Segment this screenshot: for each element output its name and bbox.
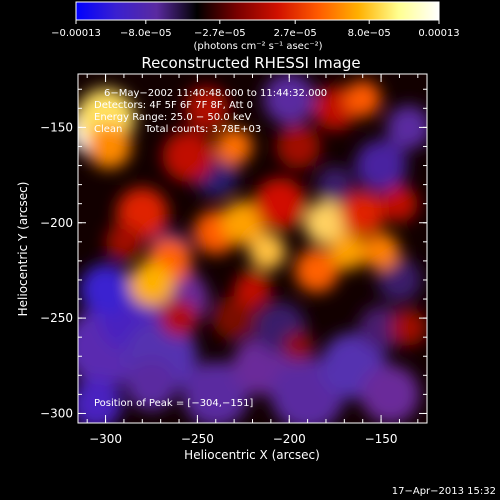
heatmap-blob: [283, 332, 314, 362]
heatmap-blob: [263, 74, 315, 125]
y-axis-ticks: −150 −200 −250 −300: [40, 88, 427, 420]
annotation-method: Clean: [94, 124, 122, 135]
heatmap-blob: [359, 305, 404, 350]
x-tick-label: −150: [365, 432, 398, 446]
colorbar-tick-label: 0.00013: [418, 28, 459, 39]
chart-title: Reconstructed RHESSI Image: [141, 54, 360, 72]
heatmap-blob: [360, 365, 420, 423]
x-tick-label: −250: [181, 432, 214, 446]
heatmap-blob: [381, 185, 418, 223]
colorbar-ticks: −0.00013 −8.0e−05 −2.7e−05 2.7e−05 8.0e−05 0.…: [51, 20, 460, 39]
heatmap-blob: [377, 257, 422, 303]
y-tick-label: −250: [40, 311, 73, 325]
heatmap-blob: [390, 309, 427, 347]
annotation-time-range: 6−May−2002 11:40:48.000 to 11:44:32.000: [104, 88, 327, 99]
heatmap-image: [78, 74, 427, 423]
heatmap-blob: [221, 200, 266, 245]
annotation-total-counts: Total counts: 3.78E+03: [144, 124, 261, 135]
heatmap-blob: [254, 177, 306, 230]
x-axis-label: Heliocentric X (arcsec): [184, 448, 320, 462]
colorbar-tick-label: −0.00013: [51, 28, 101, 39]
y-tick-label: −150: [40, 120, 73, 134]
heatmap-blob: [303, 200, 349, 245]
heatmap-blob: [234, 271, 271, 308]
colorbar-unit-label: (photons cm⁻² s⁻¹ asec⁻²): [193, 41, 322, 52]
heatmap-blob: [87, 124, 132, 169]
annotation-energy: Energy Range: 25.0 − 50.0 keV: [94, 112, 251, 123]
heatmap-blob: [316, 166, 354, 203]
heatmap-blob: [129, 261, 174, 306]
y-tick-label: −300: [40, 406, 73, 420]
heatmap-blob: [329, 232, 367, 270]
heatmap-blob: [160, 299, 198, 337]
heatmap-blob: [105, 223, 143, 261]
heatmap-blob: [294, 248, 339, 293]
x-tick-label: −300: [89, 432, 122, 446]
y-axis-label: Heliocentric Y (arcsec): [16, 182, 30, 317]
heatmap-blob: [78, 378, 123, 423]
heatmap-blob: [340, 191, 385, 236]
heatmap-blob: [355, 139, 407, 192]
heatmap-blob: [212, 296, 257, 341]
colorbar: [75, 1, 440, 21]
heatmap-blob: [162, 130, 214, 182]
colorbar-tick-label: −2.7e−05: [194, 28, 246, 39]
heatmap-blob: [386, 105, 427, 150]
annotation-peak: Position of Peak = [−304,−151]: [94, 398, 253, 409]
x-axis-ticks: −300 −250 −200 −150: [86, 74, 419, 446]
annotation-detectors: Detectors: 4F 5F 6F 7F 8F, Att 0: [94, 100, 253, 111]
heatmap-blob: [215, 128, 253, 165]
heatmap-blob: [184, 86, 229, 131]
heatmap-blob: [344, 80, 382, 118]
colorbar-tick-label: 2.7e−05: [274, 28, 317, 39]
heatmap-blob: [362, 232, 400, 270]
heatmap-blob: [79, 263, 132, 316]
x-tick-label: −200: [273, 432, 306, 446]
heatmap-blob: [125, 359, 178, 411]
heatmap-blob: [276, 124, 321, 169]
footer-date: 17−Apr−2013 15:32: [392, 486, 496, 497]
heatmap-blob: [182, 361, 249, 423]
colorbar-tick-label: −8.0e−05: [120, 28, 172, 39]
heatmap-blob: [248, 232, 286, 270]
colorbar-tick-label: 8.0e−05: [348, 28, 391, 39]
y-tick-label: −200: [40, 216, 73, 230]
